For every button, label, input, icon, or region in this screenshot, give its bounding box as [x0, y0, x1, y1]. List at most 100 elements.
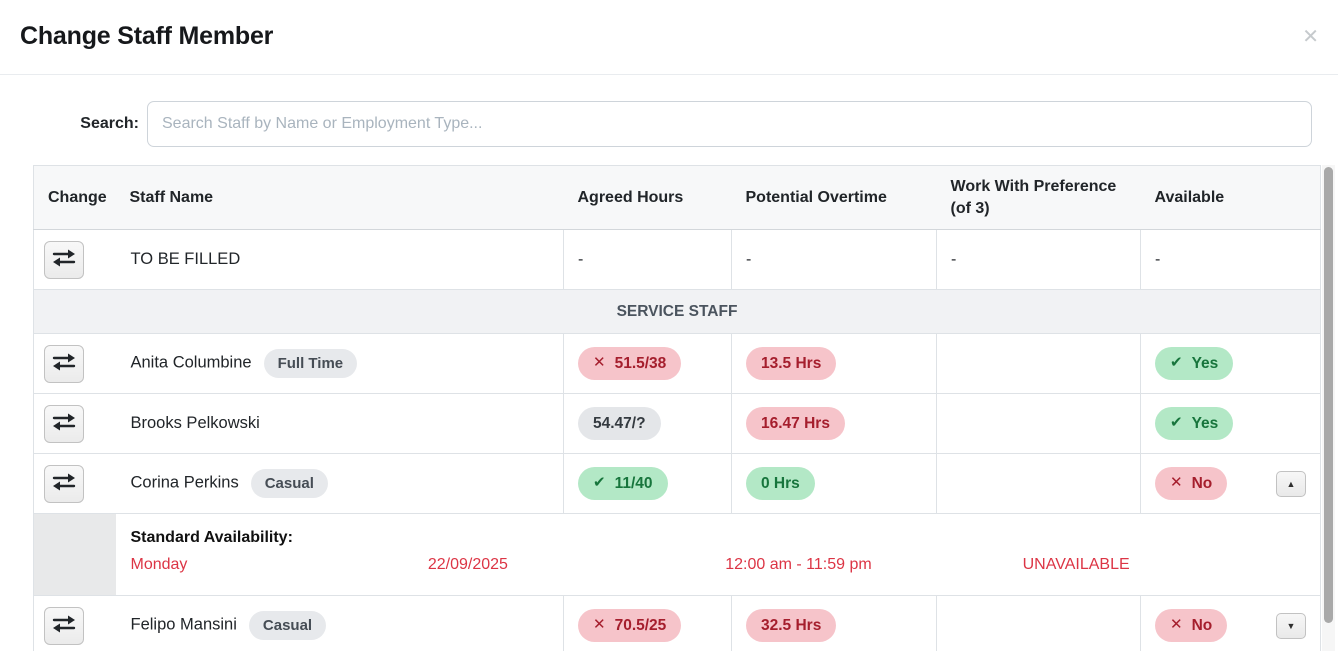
swap-icon [51, 614, 77, 637]
staff-name-cell: Anita Columbine Full Time [115, 333, 564, 394]
collapse-row-button[interactable]: ▲ [1276, 470, 1306, 497]
staff-name: Corina Perkins [130, 473, 239, 492]
potential-overtime-cell: 16.47 Hrs [731, 393, 937, 454]
potential-overtime-badge: 16.47 Hrs [746, 406, 845, 441]
available-value: No [1191, 474, 1213, 492]
potential-overtime-cell: 32.5 Hrs [731, 595, 937, 651]
section-header: SERVICE STAFF [33, 289, 1321, 334]
agreed-hours-value: 51.5/38 [614, 354, 667, 372]
available-value: - [1155, 250, 1161, 268]
available-value: Yes [1191, 354, 1219, 372]
work-with-preference-cell [936, 595, 1141, 651]
agreed-hours-value: 70.5/25 [614, 616, 667, 634]
potential-overtime-badge: 32.5 Hrs [746, 608, 837, 643]
available-cell: ✕ No ▲ [1140, 453, 1321, 514]
availability-spacer-cell [33, 513, 116, 596]
work-with-preference-cell [936, 393, 1141, 454]
swap-staff-button[interactable] [44, 464, 84, 503]
staff-name: TO BE FILLED [130, 250, 241, 268]
potential-overtime-badge: 13.5 Hrs [746, 346, 837, 381]
change-cell [33, 595, 116, 651]
check-icon: ✔ [593, 474, 606, 492]
agreed-hours-badge: 54.47/? [578, 406, 661, 441]
expand-row-button[interactable]: ▼ [1276, 612, 1306, 639]
col-header-potential-overtime: Potential Overtime [731, 165, 937, 230]
change-cell [33, 333, 116, 394]
agreed-hours-cell: 54.47/? [563, 393, 732, 454]
swap-staff-button[interactable] [44, 606, 84, 645]
swap-staff-button[interactable] [44, 344, 84, 383]
change-cell [33, 453, 116, 514]
staff-name-cell: Corina Perkins Casual [115, 453, 564, 514]
check-icon: ✔ [1170, 354, 1183, 372]
available-badge: ✕ No [1155, 608, 1228, 643]
availability-entry: Monday 22/09/2025 12:00 am - 11:59 pm UNAVA… [131, 556, 1321, 574]
col-header-work-with-preference: Work With Preference (of 3) [936, 165, 1141, 230]
availability-row: Standard Availability: Monday 22/09/2025 12… [33, 513, 1321, 596]
change-cell [33, 229, 116, 290]
table-header-row: Change Staff Name Agreed Hours Potential… [33, 165, 1321, 230]
search-section: Search: [33, 101, 1312, 147]
availability-status: UNAVAILABLE [1022, 556, 1130, 573]
modal-header: Change Staff Member ✕ [0, 0, 1338, 75]
page-title: Change Staff Member [20, 22, 274, 50]
staff-table: Change Staff Name Agreed Hours Potential… [33, 165, 1321, 651]
table-scrollbar[interactable] [1322, 165, 1335, 651]
swap-icon [51, 352, 77, 375]
staff-name: Felipo Mansini [130, 615, 237, 634]
available-value: No [1191, 616, 1213, 634]
availability-day: Monday [130, 556, 188, 573]
potential-overtime-cell: 0 Hrs [731, 453, 937, 514]
potential-overtime-value: - [746, 250, 752, 268]
search-input[interactable] [147, 101, 1312, 147]
change-cell [33, 393, 116, 454]
x-icon: ✕ [593, 616, 606, 634]
swap-icon [51, 248, 77, 271]
availability-details-cell: Standard Availability: Monday 22/09/2025 12… [115, 513, 1321, 596]
potential-overtime-value: 0 Hrs [761, 474, 800, 492]
staff-name-cell: Felipo Mansini Casual [115, 595, 564, 651]
available-cell: ✕ No ▼ [1140, 595, 1321, 651]
staff-name-cell: Brooks Pelkowski [115, 393, 564, 454]
scrollbar-thumb[interactable] [1324, 167, 1333, 623]
col-header-change: Change [33, 165, 116, 230]
employment-type-badge: Full Time [263, 349, 358, 378]
swap-staff-button[interactable] [44, 240, 84, 279]
agreed-hours-cell: ✕ 51.5/38 [563, 333, 732, 394]
col-header-staff-name: Staff Name [115, 165, 564, 230]
available-cell: ✔ Yes [1140, 333, 1321, 394]
table-row: Felipo Mansini Casual ✕ 70.5/25 32.5 Hrs ✕ No ▼ [33, 595, 1321, 651]
table-row: Brooks Pelkowski 54.47/? 16.47 Hrs ✔ Yes [33, 393, 1321, 454]
potential-overtime-cell: - [731, 229, 937, 290]
check-icon: ✔ [1170, 414, 1183, 432]
chevron-up-icon: ▲ [1286, 478, 1296, 489]
x-icon: ✕ [593, 354, 606, 372]
agreed-hours-value: 54.47/? [593, 414, 646, 432]
section-row: SERVICE STAFF [33, 289, 1321, 334]
staff-name: Brooks Pelkowski [130, 414, 260, 432]
staff-name: Anita Columbine [130, 353, 252, 372]
agreed-hours-badge: ✕ 51.5/38 [578, 346, 682, 381]
agreed-hours-badge: ✔ 11/40 [578, 466, 668, 501]
availability-date: 22/09/2025 [427, 556, 508, 573]
agreed-hours-cell: ✕ 70.5/25 [563, 595, 732, 651]
swap-staff-button[interactable] [44, 404, 84, 443]
search-label: Search: [80, 115, 139, 132]
staff-name-cell: TO BE FILLED [115, 229, 564, 290]
section-header-label: SERVICE STAFF [616, 302, 738, 320]
work-with-preference-cell [936, 453, 1141, 514]
staff-table-grid: Change Staff Name Agreed Hours Potential… [33, 165, 1321, 651]
potential-overtime-value: 16.47 Hrs [761, 414, 830, 432]
x-icon: ✕ [1170, 616, 1183, 634]
available-cell: - [1140, 229, 1321, 290]
potential-overtime-badge: 0 Hrs [746, 466, 815, 501]
agreed-hours-cell: - [563, 229, 732, 290]
table-row: TO BE FILLED - - - - [33, 229, 1321, 290]
work-with-preference-cell: - [936, 229, 1141, 290]
work-with-preference-value: - [951, 250, 957, 268]
employment-type-badge: Casual [248, 611, 327, 640]
available-badge: ✔ Yes [1155, 346, 1234, 381]
swap-icon [51, 412, 77, 435]
employment-type-badge: Casual [250, 469, 328, 498]
close-icon[interactable]: ✕ [1302, 26, 1319, 48]
